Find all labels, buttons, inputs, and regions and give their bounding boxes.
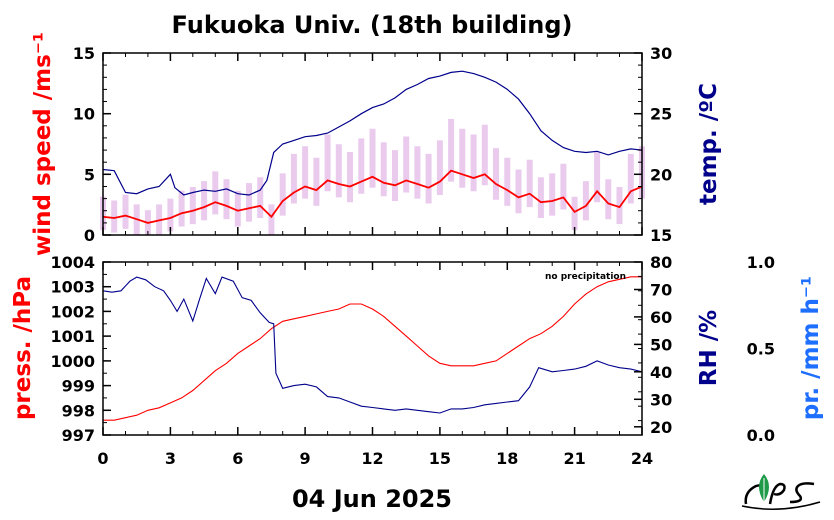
- chart-title: Fukuoka Univ. (18th building): [172, 11, 573, 39]
- y-tick-label: 25: [650, 105, 672, 124]
- top-panel-series: [100, 70, 645, 235]
- y-tick-label: 20: [650, 418, 672, 437]
- precipitation-tick-labels: 0.0 0.5 1.0: [747, 253, 775, 445]
- humidity-axis-label: RH /%: [696, 310, 722, 386]
- y-tick-label: 15: [650, 226, 672, 245]
- bottom-panel-series: [102, 276, 643, 421]
- x-tick-label: 0: [97, 449, 108, 468]
- y-tick-label: 15: [73, 44, 95, 63]
- y-tick-label: 5: [84, 165, 95, 184]
- x-tick-label: 15: [429, 449, 451, 468]
- bottom-panel-frame: [102, 261, 643, 436]
- time-axis-tick-labels: 0 3 6 9 12 15 18 21 24: [97, 449, 653, 468]
- pressure-series-line: [103, 276, 642, 421]
- y-tick-label: 1003: [50, 278, 95, 297]
- y-tick-label: 998: [62, 401, 95, 420]
- precipitation-tick-label: 0.0: [747, 426, 775, 445]
- y-tick-label: 40: [650, 363, 672, 382]
- top-panel-tick-labels: 0 5 10 15 15 20 25 30: [73, 44, 673, 245]
- y-tick-label: 1004: [50, 253, 95, 272]
- x-tick-label: 3: [165, 449, 176, 468]
- x-tick-label: 21: [563, 449, 585, 468]
- y-tick-label: 10: [73, 105, 95, 124]
- temperature-series-line: [102, 70, 643, 196]
- pressure-axis-label: press. /hPa: [10, 276, 36, 420]
- x-tick-label: 18: [496, 449, 518, 468]
- y-tick-label: 60: [650, 308, 672, 327]
- y-tick-label: 0: [84, 226, 95, 245]
- x-tick-label: 6: [232, 449, 243, 468]
- y-tick-label: 70: [650, 281, 672, 300]
- precipitation-tick-label: 1.0: [747, 253, 775, 272]
- y-tick-label: 80: [650, 253, 672, 272]
- bottom-panel-ticks: [102, 261, 643, 436]
- no-precipitation-note: no precipitation: [545, 272, 626, 282]
- date-label: 04 Jun 2025: [292, 485, 452, 513]
- y-tick-label: 30: [650, 390, 672, 409]
- pressure-humidity-panel: 997 998 999 1000 1001 1002 1003 1004 20 30 40 50 60 7…: [10, 253, 824, 445]
- y-tick-label: 20: [650, 165, 672, 184]
- wind-speed-series-line: [102, 169, 643, 224]
- precipitation-tick-label: 0.5: [747, 340, 775, 359]
- y-tick-label: 1002: [50, 302, 95, 321]
- y-tick-label: 999: [62, 377, 95, 396]
- ies-leaf-logo-icon: [741, 474, 821, 510]
- bottom-panel-tick-labels: 997 998 999 1000 1001 1002 1003 1004 20 30 40 50 60 7…: [50, 253, 672, 445]
- top-panel-frame: [102, 52, 643, 236]
- y-tick-label: 1000: [50, 352, 95, 371]
- y-tick-label: 30: [650, 44, 672, 63]
- y-tick-label: 997: [62, 426, 95, 445]
- wind-speed-axis-label: wind speed /ms⁻¹: [30, 32, 56, 256]
- humidity-series-line: [102, 276, 643, 414]
- y-tick-label: 50: [650, 335, 672, 354]
- precipitation-axis-label: pr. /mm h⁻¹: [798, 276, 824, 420]
- x-tick-label: 9: [300, 449, 311, 468]
- temperature-axis-label: temp. /ºC: [696, 83, 722, 205]
- x-tick-label: 12: [361, 449, 383, 468]
- x-tick-label: 24: [631, 449, 653, 468]
- wind-temperature-panel: 0 5 10 15 15 20 25 30 wind speed /ms⁻¹ temp. /º…: [30, 32, 722, 256]
- y-tick-label: 1001: [50, 327, 95, 346]
